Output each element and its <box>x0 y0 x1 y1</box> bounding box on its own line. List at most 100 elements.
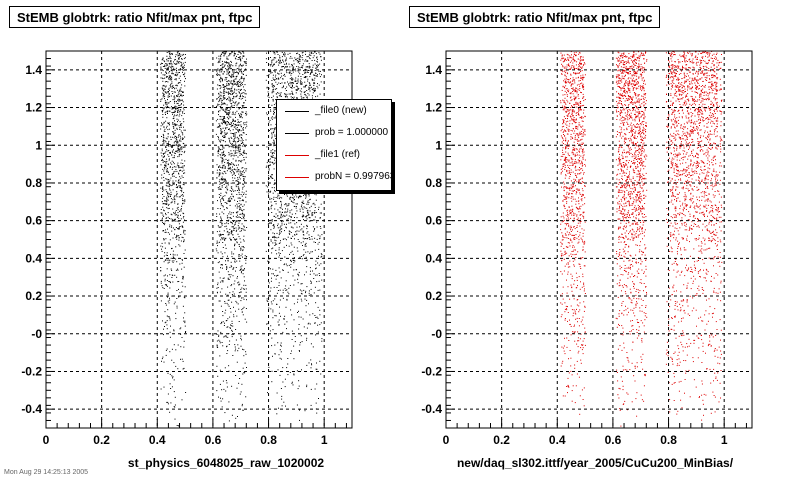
data-point <box>582 125 584 127</box>
data-point <box>240 204 242 206</box>
data-point <box>282 367 284 369</box>
data-point <box>163 215 165 217</box>
data-point <box>229 211 231 213</box>
data-point <box>581 239 583 241</box>
data-point <box>167 111 168 113</box>
data-point <box>304 86 306 88</box>
data-point <box>271 137 273 139</box>
data-point <box>167 171 169 173</box>
data-point <box>166 110 168 112</box>
data-point <box>178 288 179 290</box>
data-point <box>171 160 173 162</box>
data-point <box>222 121 224 123</box>
data-point <box>291 65 293 67</box>
data-point <box>291 78 293 80</box>
data-point <box>223 109 225 111</box>
data-point <box>231 61 232 63</box>
data-point <box>275 200 277 202</box>
data-point <box>239 230 241 232</box>
data-point <box>241 134 243 136</box>
data-point <box>298 230 300 232</box>
data-point <box>290 232 292 233</box>
data-point <box>292 384 294 386</box>
data-point <box>238 82 240 83</box>
data-point <box>314 74 316 76</box>
data-point <box>167 154 169 156</box>
data-point <box>582 353 584 355</box>
data-point <box>270 206 272 208</box>
data-point <box>238 80 240 82</box>
data-point <box>276 243 278 245</box>
x-tick-label: 0.4 <box>149 433 166 447</box>
data-point <box>177 141 179 143</box>
data-point <box>166 143 168 144</box>
data-point <box>314 228 316 229</box>
data-point <box>165 71 166 73</box>
data-point <box>170 282 171 284</box>
data-point <box>289 197 291 199</box>
data-point <box>182 92 184 93</box>
data-point <box>232 237 234 238</box>
data-point <box>169 239 171 241</box>
data-point <box>165 166 167 168</box>
data-point <box>314 207 316 208</box>
data-point <box>267 271 269 273</box>
data-point <box>242 132 244 134</box>
data-point <box>218 166 219 168</box>
data-point <box>174 120 175 122</box>
data-point <box>218 93 220 95</box>
data-point <box>216 74 217 76</box>
data-point <box>316 57 317 59</box>
data-point <box>284 211 286 213</box>
data-point <box>222 398 224 400</box>
data-point <box>182 212 184 214</box>
data-point <box>308 217 310 219</box>
data-point <box>176 137 178 139</box>
data-point <box>166 171 168 173</box>
data-point <box>222 84 224 85</box>
data-point <box>164 152 166 154</box>
data-point <box>291 77 293 79</box>
data-point <box>170 61 172 63</box>
data-point <box>295 85 297 87</box>
data-point <box>306 259 308 261</box>
data-point <box>169 166 171 168</box>
data-point <box>291 330 293 332</box>
data-point <box>174 218 176 220</box>
data-point <box>291 226 293 228</box>
data-point <box>239 217 241 218</box>
data-point <box>177 151 179 153</box>
data-point <box>222 281 224 283</box>
data-point <box>219 165 221 167</box>
data-point <box>165 141 167 143</box>
data-point <box>171 83 173 85</box>
data-point <box>283 74 285 76</box>
data-point <box>295 213 297 215</box>
data-point <box>303 76 305 78</box>
data-point <box>220 132 222 134</box>
data-point <box>176 290 178 291</box>
data-point <box>311 192 313 194</box>
data-point <box>304 93 306 95</box>
data-point <box>274 108 276 110</box>
data-point <box>223 103 225 104</box>
data-point <box>243 145 245 147</box>
data-point <box>177 51 179 53</box>
data-point <box>240 291 242 293</box>
data-point <box>273 168 275 170</box>
data-point <box>313 278 315 279</box>
data-point <box>220 81 222 83</box>
data-point <box>231 83 233 85</box>
data-point <box>267 223 269 225</box>
data-point <box>238 183 240 185</box>
data-point <box>298 196 300 198</box>
data-point <box>233 123 234 125</box>
data-point <box>222 167 224 169</box>
data-point <box>290 86 292 88</box>
data-point <box>569 266 571 268</box>
data-point <box>242 249 244 251</box>
data-point <box>280 59 281 61</box>
data-point <box>235 160 237 162</box>
data-point <box>278 267 280 269</box>
data-point <box>165 164 167 166</box>
